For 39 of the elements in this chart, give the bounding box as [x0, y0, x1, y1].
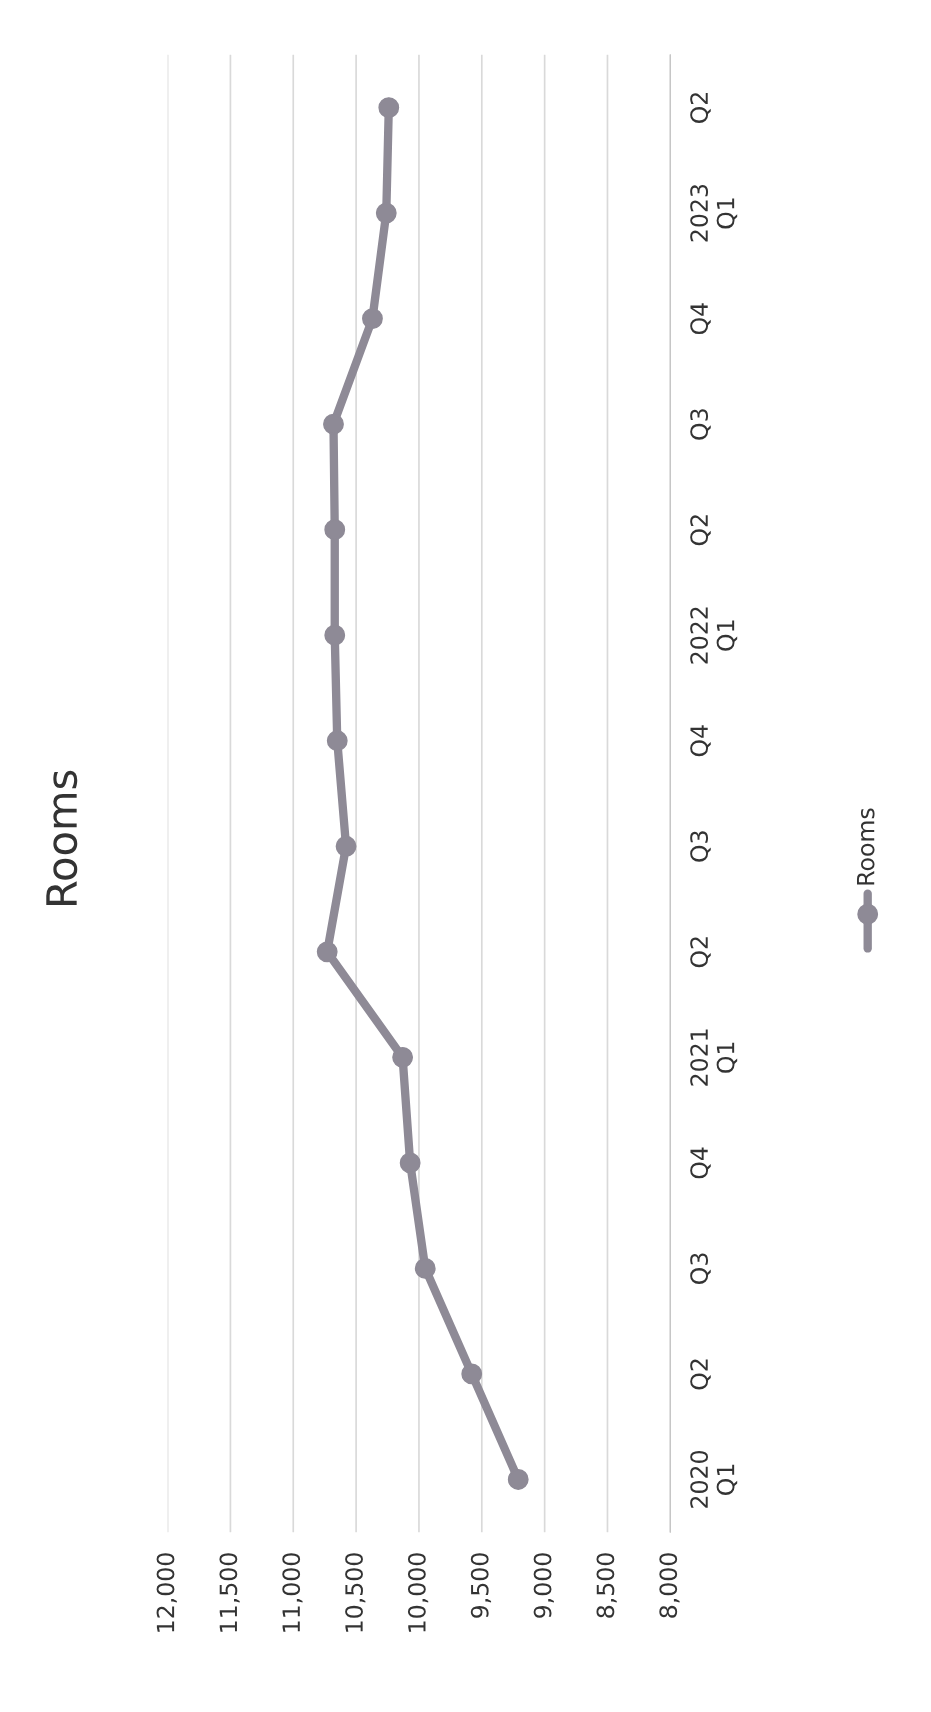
x-tick-label: 10,500	[345, 1553, 366, 1632]
x-tick-label: 11,500	[219, 1553, 240, 1632]
point	[323, 413, 344, 435]
point	[392, 1046, 414, 1068]
y-tick-label: Q2	[690, 93, 711, 124]
y-tick-label: Q2	[690, 515, 711, 546]
point	[362, 308, 383, 330]
y-tick-label: Q3	[690, 409, 711, 440]
x-tick-label: 12,000	[156, 1553, 177, 1632]
y-tick-label: Q4	[690, 1147, 711, 1179]
y-tick-label: Q3	[690, 831, 711, 862]
point	[399, 1152, 421, 1174]
point	[324, 519, 346, 541]
text: Rooms	[856, 808, 875, 885]
point	[324, 624, 346, 646]
x-tick-label: 9,000	[533, 1553, 554, 1618]
y-tick-label: Q3	[690, 1253, 711, 1284]
y-tick-label: Q4	[690, 303, 711, 335]
point	[335, 835, 357, 857]
x-tick-label: 8,000	[659, 1553, 680, 1618]
y-tick-label: Q2	[690, 1359, 711, 1390]
point	[375, 202, 397, 224]
y-tick-label: 2023 Q1	[690, 184, 738, 242]
x-tick-label: 11,000	[282, 1553, 303, 1632]
point	[461, 1363, 483, 1385]
point	[507, 1469, 529, 1490]
text: Rooms	[46, 770, 78, 905]
y-tick-label: Q4	[690, 725, 711, 757]
y-tick-label: 2020 Q1	[690, 1451, 738, 1508]
y-tick-label: 2021 Q1	[690, 1029, 738, 1086]
y-tick-label: Q2	[690, 937, 711, 968]
point	[378, 97, 400, 118]
x-tick-label: 8,500	[596, 1553, 617, 1618]
x-tick-label: 10,000	[407, 1553, 429, 1632]
point	[326, 730, 348, 752]
x-tick-label: 9,500	[470, 1553, 492, 1618]
point	[414, 1257, 436, 1279]
y-tick-label: 2022 Q1	[690, 607, 738, 664]
point	[316, 941, 338, 963]
